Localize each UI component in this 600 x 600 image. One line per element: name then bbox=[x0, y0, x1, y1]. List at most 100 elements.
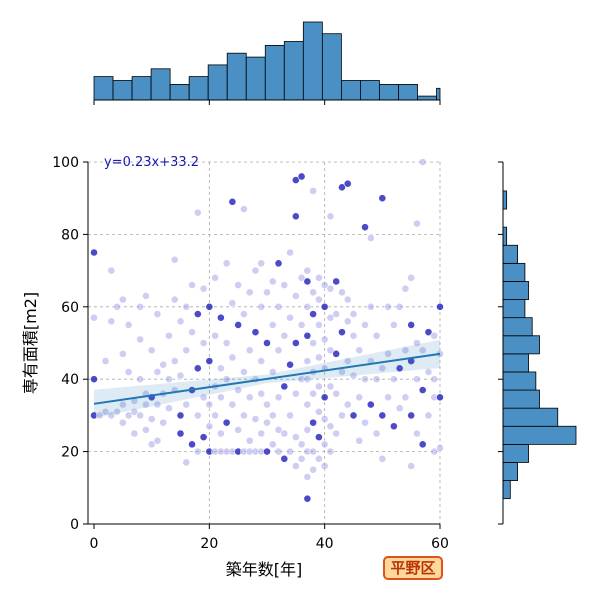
scatter-point bbox=[222, 339, 231, 347]
scatter-point bbox=[176, 411, 185, 420]
scatter-point bbox=[240, 310, 248, 318]
scatter-point bbox=[326, 422, 335, 431]
scatter-point bbox=[234, 281, 243, 289]
scatter-point bbox=[188, 281, 196, 289]
scatter-point bbox=[251, 328, 260, 337]
regression-equation-label: y=0.23x+33.2 bbox=[104, 155, 199, 170]
scatter-point bbox=[424, 368, 433, 376]
scatter-point bbox=[395, 404, 404, 413]
scatter-point bbox=[118, 295, 127, 304]
scatter-point bbox=[222, 375, 231, 384]
scatter-point bbox=[303, 494, 312, 503]
scatter-point bbox=[153, 310, 162, 318]
scatter-point bbox=[211, 411, 219, 420]
scatter-point bbox=[349, 371, 358, 380]
scatter-point bbox=[182, 302, 191, 311]
scatter-point bbox=[170, 255, 179, 264]
scatter-point bbox=[193, 364, 202, 373]
scatter-point bbox=[418, 158, 427, 166]
scatter-point bbox=[147, 415, 156, 423]
scatter-point bbox=[338, 411, 346, 420]
scatter-point bbox=[263, 447, 271, 456]
scatter-point bbox=[153, 400, 162, 409]
scatter-point bbox=[222, 259, 231, 268]
scatter-point bbox=[314, 353, 323, 362]
scatter-point bbox=[384, 393, 392, 402]
scatter-point bbox=[199, 339, 208, 347]
scatter-point bbox=[205, 302, 214, 311]
scatter-point bbox=[338, 288, 346, 297]
district-badge: 平野区 bbox=[383, 556, 443, 580]
scatter-point bbox=[199, 433, 208, 442]
scatter-point bbox=[263, 288, 271, 297]
scatter-point bbox=[257, 389, 266, 398]
y-tick-label: 20 bbox=[61, 445, 79, 461]
right-histogram-bar bbox=[502, 443, 529, 463]
x-tick-label: 20 bbox=[200, 536, 218, 552]
scatter-point bbox=[332, 429, 341, 438]
right-histogram-bar bbox=[502, 281, 529, 300]
top-histogram-bar bbox=[379, 84, 399, 101]
right-histogram-bar bbox=[502, 317, 533, 337]
scatter-point bbox=[361, 418, 369, 427]
top-histogram-bar bbox=[169, 84, 190, 101]
scatter-point bbox=[199, 284, 208, 293]
scatter-point bbox=[297, 440, 306, 449]
top-histogram-bar bbox=[207, 64, 228, 101]
top-histogram-bar bbox=[131, 76, 152, 101]
scatter-point bbox=[286, 313, 294, 322]
scatter-point bbox=[413, 219, 421, 228]
scatter-point bbox=[297, 454, 306, 463]
scatter-point bbox=[384, 349, 392, 358]
scatter-point bbox=[424, 328, 433, 337]
regression-line bbox=[93, 339, 441, 418]
scatter-point bbox=[268, 411, 277, 420]
scatter-point bbox=[320, 462, 329, 470]
scatter-point bbox=[136, 302, 145, 311]
scatter-point bbox=[199, 393, 208, 402]
scatter-point bbox=[418, 386, 427, 394]
scatter-point bbox=[176, 371, 185, 380]
scatter-point bbox=[263, 400, 271, 409]
scatter-point bbox=[268, 277, 277, 286]
right-histogram-bar bbox=[502, 226, 508, 246]
scatter-point bbox=[176, 429, 185, 438]
top-histogram-bar bbox=[112, 80, 133, 101]
right-histogram-bar bbox=[502, 190, 508, 210]
scatter-point bbox=[297, 320, 306, 329]
y-tick-label: 0 bbox=[70, 517, 79, 533]
scatter-point bbox=[355, 346, 364, 355]
scatter-point bbox=[228, 299, 237, 308]
top-marginal-histogram bbox=[93, 21, 441, 105]
scatter-point bbox=[107, 266, 116, 275]
right-histogram-bar bbox=[502, 353, 529, 373]
scatter-point bbox=[389, 422, 398, 431]
scatter-point bbox=[314, 433, 323, 442]
scatter-point bbox=[332, 310, 341, 318]
scatter-point bbox=[240, 205, 248, 213]
scatter-point bbox=[343, 357, 352, 365]
scatter-point bbox=[338, 328, 346, 337]
scatter-point bbox=[268, 440, 277, 449]
scatter-point bbox=[251, 415, 260, 423]
scatter-point bbox=[395, 364, 404, 373]
scatter-point bbox=[314, 273, 323, 282]
scatter-point bbox=[314, 320, 323, 329]
scatter-point bbox=[268, 368, 277, 376]
scatter-point bbox=[436, 393, 444, 402]
scatter-point bbox=[245, 288, 254, 297]
scatter-point bbox=[130, 407, 139, 416]
scatter-point bbox=[436, 302, 444, 311]
scatter-point bbox=[118, 400, 127, 409]
x-axis-title: 築年数[年] bbox=[226, 560, 303, 579]
scatter-point bbox=[268, 320, 277, 329]
scatter-point bbox=[263, 418, 271, 427]
scatter-point bbox=[361, 375, 369, 384]
scatter-point bbox=[245, 346, 254, 355]
scatter-point bbox=[274, 346, 283, 355]
scatter-point bbox=[303, 400, 312, 409]
scatter-point bbox=[343, 317, 352, 326]
scatter-point bbox=[170, 295, 179, 304]
scatter-point bbox=[407, 462, 416, 470]
